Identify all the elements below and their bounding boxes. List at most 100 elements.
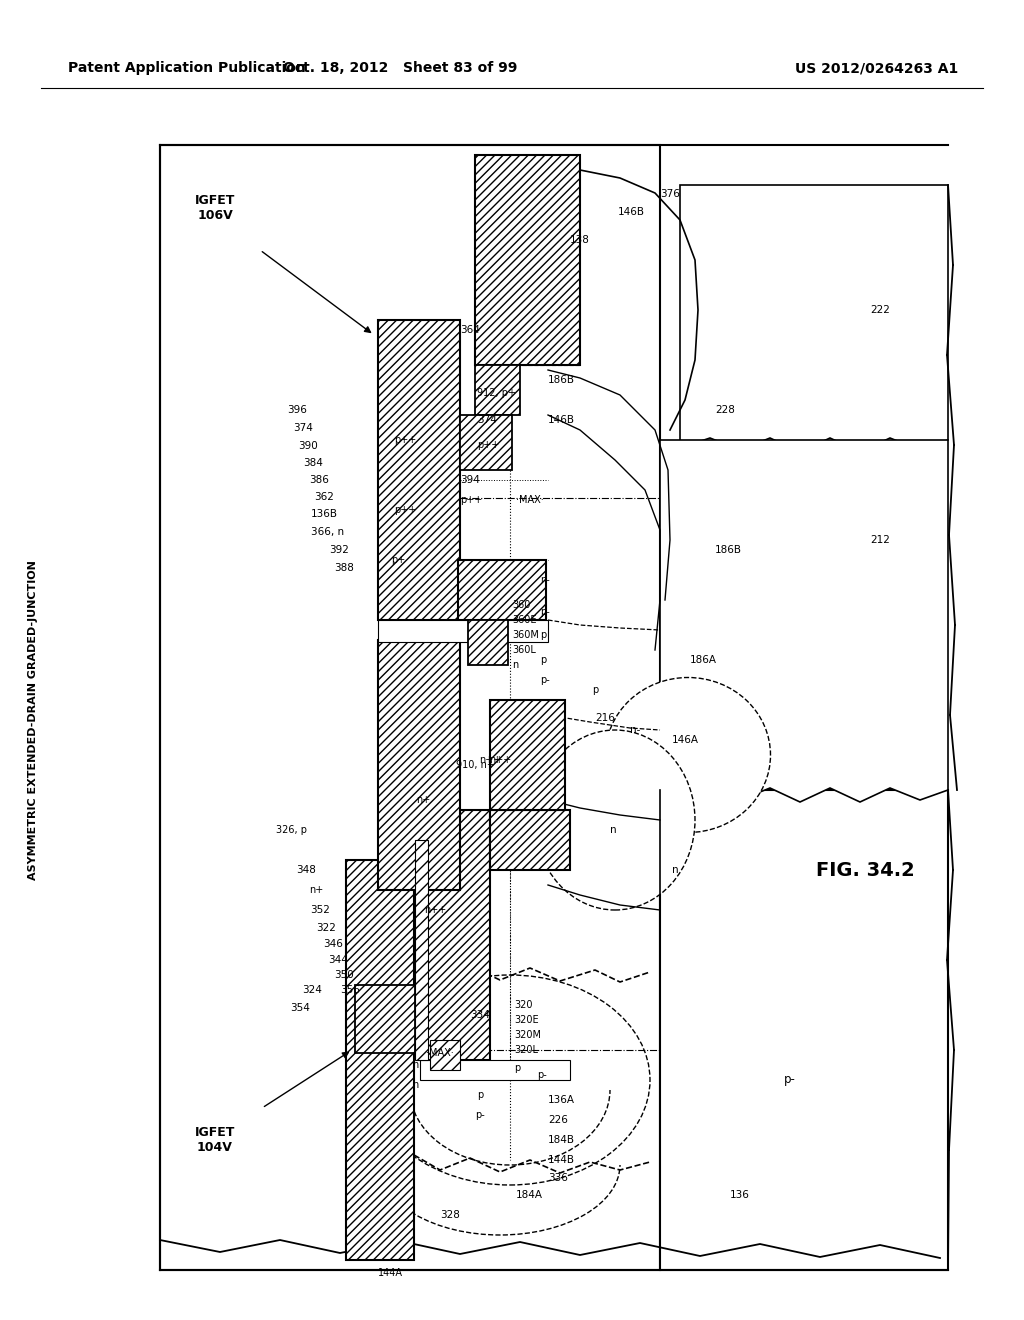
Text: p-: p- xyxy=(475,1110,485,1119)
Text: 216: 216 xyxy=(595,713,614,723)
Text: 348: 348 xyxy=(296,865,316,875)
Text: 136B: 136B xyxy=(311,510,338,519)
Text: FIG. 34.2: FIG. 34.2 xyxy=(816,861,914,879)
Text: 320L: 320L xyxy=(514,1045,538,1055)
Text: p-: p- xyxy=(784,1073,796,1086)
Text: 362: 362 xyxy=(314,492,334,502)
Text: US 2012/0264263 A1: US 2012/0264263 A1 xyxy=(795,61,958,75)
Polygon shape xyxy=(660,789,948,1270)
Polygon shape xyxy=(680,185,948,451)
Text: 320M: 320M xyxy=(514,1030,541,1040)
Text: 228: 228 xyxy=(715,405,735,414)
Text: 354: 354 xyxy=(290,1003,310,1012)
Text: n: n xyxy=(512,660,518,671)
Text: ASYMMETRIC EXTENDED-DRAIN GRADED-JUNCTION: ASYMMETRIC EXTENDED-DRAIN GRADED-JUNCTIO… xyxy=(28,560,38,880)
Text: 366, n: 366, n xyxy=(311,527,344,537)
Bar xyxy=(420,1060,570,1080)
Text: p+: p+ xyxy=(391,554,406,565)
Text: p-: p- xyxy=(537,1071,547,1080)
Text: 374: 374 xyxy=(477,414,497,425)
Text: n: n xyxy=(610,825,616,836)
Text: 186B: 186B xyxy=(548,375,575,385)
Text: p++: p++ xyxy=(394,506,416,515)
Text: 912, p+: 912, p+ xyxy=(477,388,516,399)
Bar xyxy=(346,861,414,1261)
Text: 226: 226 xyxy=(548,1115,568,1125)
Text: p: p xyxy=(514,1063,520,1073)
Bar xyxy=(430,1040,460,1071)
Text: 322: 322 xyxy=(316,923,336,933)
Text: p: p xyxy=(592,685,598,696)
Bar xyxy=(475,366,520,414)
Text: p++: p++ xyxy=(477,440,500,450)
Text: IGFET
106V: IGFET 106V xyxy=(195,194,236,222)
Text: 144A: 144A xyxy=(378,1269,402,1278)
Bar xyxy=(460,414,512,470)
Text: p: p xyxy=(477,1090,483,1100)
Text: p++: p++ xyxy=(460,495,482,506)
Text: 384: 384 xyxy=(303,458,323,469)
Text: 360L: 360L xyxy=(512,645,536,655)
Text: 360: 360 xyxy=(512,601,530,610)
Bar xyxy=(420,810,490,1060)
Text: p: p xyxy=(540,655,546,665)
Text: 146B: 146B xyxy=(618,207,645,216)
Text: 394: 394 xyxy=(460,475,480,484)
Bar xyxy=(378,620,548,642)
Ellipse shape xyxy=(605,677,770,833)
Text: IGFET
104V: IGFET 104V xyxy=(195,1126,236,1154)
Text: 360E: 360E xyxy=(512,615,537,624)
Text: n: n xyxy=(672,865,679,875)
Text: Oct. 18, 2012   Sheet 83 of 99: Oct. 18, 2012 Sheet 83 of 99 xyxy=(283,61,517,75)
Text: n-: n- xyxy=(540,576,550,585)
Bar xyxy=(458,560,546,620)
Text: 320: 320 xyxy=(514,1001,532,1010)
Text: 184B: 184B xyxy=(548,1135,575,1144)
Bar xyxy=(160,145,970,1270)
Text: 386: 386 xyxy=(309,475,329,484)
Text: 350: 350 xyxy=(334,970,354,979)
Text: n-: n- xyxy=(630,725,640,735)
Text: 326, p: 326, p xyxy=(276,825,307,836)
Text: 186B: 186B xyxy=(715,545,742,554)
Text: 344: 344 xyxy=(328,954,348,965)
Text: 346: 346 xyxy=(324,939,343,949)
Text: ·MAX·: ·MAX· xyxy=(426,1048,454,1059)
Bar xyxy=(378,640,460,890)
Text: 374: 374 xyxy=(293,422,313,433)
Text: p-: p- xyxy=(540,675,550,685)
Text: 146A: 146A xyxy=(672,735,699,744)
Text: 138: 138 xyxy=(570,235,590,246)
Text: Patent Application Publication: Patent Application Publication xyxy=(68,61,306,75)
Text: n++: n++ xyxy=(488,755,511,766)
Bar xyxy=(490,810,570,870)
Text: 390: 390 xyxy=(298,441,318,451)
Text: 324: 324 xyxy=(302,985,322,995)
Text: 222: 222 xyxy=(870,305,890,315)
Text: 392: 392 xyxy=(329,545,349,554)
Text: n+: n+ xyxy=(416,795,430,805)
Text: n++: n++ xyxy=(424,906,446,915)
Text: p++: p++ xyxy=(394,436,416,445)
Bar xyxy=(468,620,508,665)
Bar xyxy=(475,154,580,366)
Text: 388: 388 xyxy=(334,564,354,573)
Text: 146B: 146B xyxy=(548,414,575,425)
Text: n+: n+ xyxy=(309,884,323,895)
Text: 184A: 184A xyxy=(516,1191,543,1200)
Text: 186A: 186A xyxy=(690,655,717,665)
Text: 360M: 360M xyxy=(512,630,539,640)
Text: 328: 328 xyxy=(440,1210,460,1220)
Bar xyxy=(490,700,565,810)
Text: 334: 334 xyxy=(470,1010,489,1020)
Text: 336: 336 xyxy=(548,1173,568,1183)
Text: 376: 376 xyxy=(660,189,680,199)
Text: 144B: 144B xyxy=(548,1155,575,1166)
Text: n: n xyxy=(412,1080,418,1090)
Text: 136A: 136A xyxy=(548,1096,575,1105)
Text: 356: 356 xyxy=(340,985,360,995)
Text: 364: 364 xyxy=(460,325,480,335)
Text: 910, n+: 910, n+ xyxy=(456,760,495,770)
Text: p: p xyxy=(540,630,546,640)
Text: 352: 352 xyxy=(310,906,330,915)
